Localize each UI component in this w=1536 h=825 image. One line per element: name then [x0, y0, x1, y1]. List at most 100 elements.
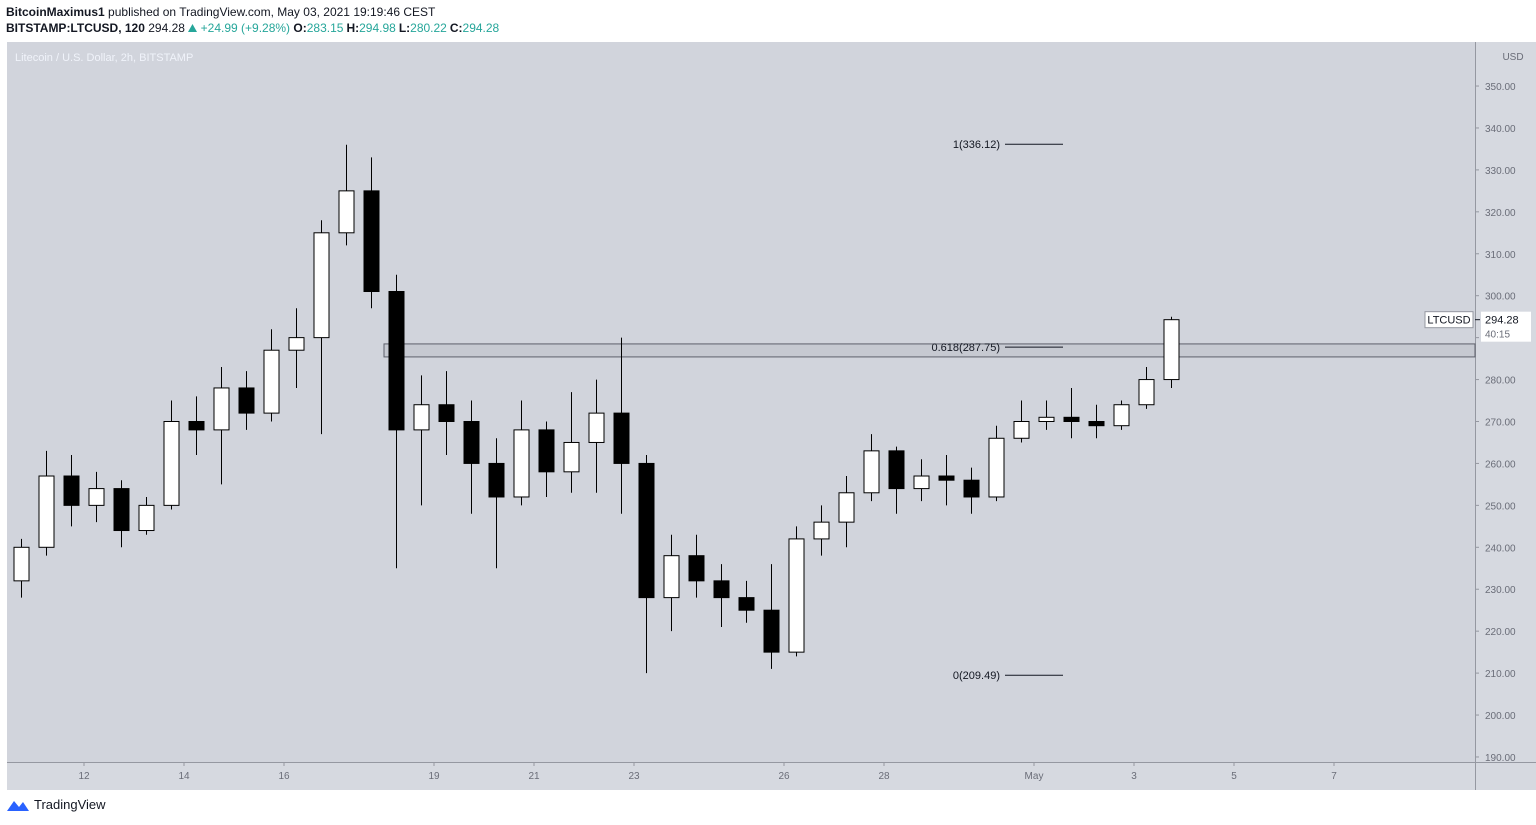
candle-body [288, 337, 305, 351]
footer: TradingView [6, 797, 106, 812]
candle-body [613, 412, 630, 464]
x-tick-label: 16 [278, 771, 290, 782]
ohlc-label: O: [293, 21, 307, 35]
chart-title: Litecoin / U.S. Dollar, 2h, BITSTAMP [15, 52, 193, 64]
tv-logo [7, 800, 29, 811]
candle-body [938, 475, 955, 481]
y-tick-label: 300.00 [1485, 292, 1516, 303]
candle-body [1063, 416, 1080, 422]
y-tick-label: 260.00 [1485, 459, 1516, 470]
candle-body [238, 387, 255, 414]
candle-body [213, 387, 230, 431]
y-tick-label: 310.00 [1485, 250, 1516, 261]
candle-body [838, 492, 855, 523]
candle-body [413, 404, 430, 431]
ohlc-value: 283.15 [306, 21, 344, 35]
x-tick-label: 3 [1131, 771, 1137, 782]
up-arrow [188, 24, 198, 32]
candle-body [713, 580, 730, 599]
candle-body [1138, 379, 1155, 406]
axis-unit: USD [1502, 52, 1523, 63]
candle-body [363, 190, 380, 293]
candle-body [588, 412, 605, 443]
candle-body [738, 597, 755, 611]
candle-body [338, 190, 355, 234]
resistance-zone [383, 343, 1476, 358]
candle-body [963, 479, 980, 498]
candle-body [13, 546, 30, 582]
candle-body [463, 420, 480, 464]
candle-body [988, 437, 1005, 498]
y-tick-label: 340.00 [1485, 124, 1516, 135]
y-tick-label: 220.00 [1485, 627, 1516, 638]
change: +24.99 (+9.28%) [200, 21, 291, 35]
x-tick-label: 28 [878, 771, 890, 782]
candle-body [888, 450, 905, 490]
y-tick-label: 330.00 [1485, 166, 1516, 177]
y-tick-label: 240.00 [1485, 543, 1516, 554]
candle-body [488, 462, 505, 498]
candle-body [563, 441, 580, 473]
candle-body [513, 429, 530, 498]
candle-body [1163, 319, 1180, 381]
y-tick-label: 210.00 [1485, 669, 1516, 680]
candle-body [663, 555, 680, 599]
ohlc-value: 280.22 [410, 21, 447, 35]
candle-body [88, 488, 105, 506]
candle-body [763, 609, 780, 653]
x-tick-label: 26 [778, 771, 790, 782]
x-tick-label: 14 [178, 771, 190, 782]
y-tick-label: 280.00 [1485, 376, 1516, 387]
x-tick-label: 12 [78, 771, 90, 782]
price-axis[interactable] [1475, 42, 1536, 790]
candle-body [38, 475, 55, 548]
candle-body [313, 232, 330, 339]
last-price-label: 294.28 [1485, 315, 1519, 327]
time-axis[interactable] [7, 762, 1475, 790]
candle-body [388, 291, 405, 431]
x-tick-label: 5 [1231, 771, 1237, 782]
chart: Litecoin / U.S. Dollar, 2h, BITSTAMP USD… [7, 42, 1536, 790]
fib-label: 1(336.12) [953, 139, 1000, 151]
ohlc-label: H: [346, 21, 360, 35]
candle-body [863, 450, 880, 494]
ohlc-value: 294.28 [462, 21, 500, 35]
countdown: 40:15 [1485, 330, 1510, 341]
candle-body [638, 462, 655, 599]
candle-body [913, 475, 930, 490]
ohlc-value: 294.98 [359, 21, 396, 35]
candle-body [138, 504, 155, 532]
brand[interactable]: TradingView [34, 797, 106, 812]
y-tick-label: 230.00 [1485, 585, 1516, 596]
y-tick-label: 250.00 [1485, 501, 1516, 512]
ohlc-label: C: [449, 21, 463, 35]
ohlc-label: L: [398, 21, 411, 35]
publish-line: BitcoinMaximus1 published on TradingView… [6, 4, 502, 20]
symbol-label: LTCUSD [1427, 315, 1470, 327]
candle-body [813, 521, 830, 540]
author[interactable]: BitcoinMaximus1 [6, 5, 105, 19]
y-tick-label: 270.00 [1485, 417, 1516, 428]
symbol-badge [1424, 311, 1474, 329]
header: BitcoinMaximus1 published on TradingView… [6, 4, 502, 36]
candle-body [788, 538, 805, 653]
price: 294.28 [148, 21, 185, 35]
price-badge [1481, 311, 1531, 342]
published: published on TradingView.com, May 03, 20… [108, 5, 436, 19]
fib-label: 0(209.49) [953, 670, 1000, 682]
candle-body [1038, 416, 1055, 422]
x-tick-label: 21 [528, 771, 540, 782]
candle-body [263, 349, 280, 414]
x-tick-label: May [1025, 771, 1044, 782]
ohlc: O:283.15 H:294.98 L:280.22 C:294.28 [293, 21, 502, 35]
x-tick-label: 23 [628, 771, 640, 782]
y-tick-label: 190.00 [1485, 753, 1516, 764]
candle-body [1113, 404, 1130, 427]
fib-label: 0.618(287.75) [932, 342, 1001, 354]
x-tick-label: 7 [1331, 771, 1337, 782]
candle-body [688, 555, 705, 582]
y-tick-label: 200.00 [1485, 711, 1516, 722]
candle-body [163, 420, 180, 506]
candle-body [538, 429, 555, 473]
